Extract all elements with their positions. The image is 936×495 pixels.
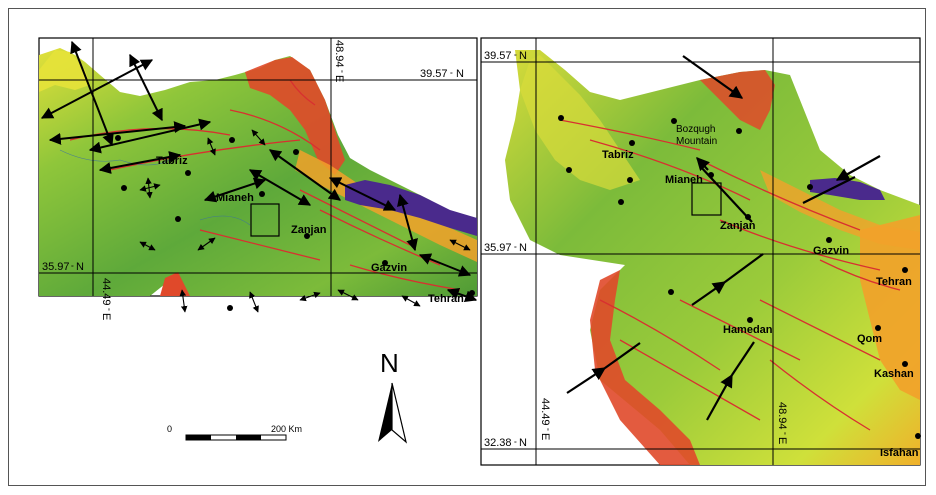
left-label-tabriz: Tabriz: [156, 155, 188, 167]
left-lon-right: 48.94: [333, 40, 345, 68]
right-sea: [810, 178, 885, 200]
right-stress-arrows: [566, 55, 881, 421]
scale-start: 0: [167, 424, 172, 434]
figure-frame: [8, 8, 926, 486]
left-lat-top: 39.57: [420, 68, 448, 80]
left-lat-bottom-unit: N: [76, 261, 84, 273]
right-lon-right-unit: E: [776, 437, 788, 444]
left-lon-right-unit: E: [333, 75, 345, 82]
right-label-kashan: Kashan: [874, 368, 914, 380]
svg-text:°: °: [542, 428, 550, 431]
right-sw-red: [590, 270, 700, 465]
right-label-zanjan: Zanjan: [720, 220, 756, 232]
north-arrow-right-half: [391, 382, 408, 444]
north-arrow-left-half: [378, 383, 392, 442]
left-stress-arrows: [40, 40, 478, 303]
right-map: Tabriz Mianeh Zanjan Gazvin Tehran Hamed…: [480, 37, 921, 466]
right-label-tabriz: Tabriz: [602, 149, 634, 161]
svg-text:°: °: [103, 308, 111, 311]
left-highland-band: [245, 57, 345, 175]
svg-text:°: °: [514, 245, 517, 253]
svg-text:°: °: [514, 53, 517, 61]
north-arrow-label: N: [380, 348, 399, 378]
north-arrow: N: [378, 348, 408, 444]
left-lon-left-unit: E: [100, 313, 112, 320]
svg-text:°: °: [71, 264, 74, 272]
right-lat-top-unit: N: [519, 50, 527, 62]
right-lon-right: 48.94: [776, 402, 788, 430]
right-label-gazvin: Gazvin: [813, 245, 849, 257]
svg-text:°: °: [779, 432, 787, 435]
scale-bar: 0 200 Km: [167, 424, 302, 441]
right-upland: [520, 55, 640, 190]
right-lat-bottom-unit: N: [519, 437, 527, 449]
left-lat-top-unit: N: [456, 68, 464, 80]
right-label-hamedan: Hamedan: [723, 324, 773, 336]
right-lon-left-unit: E: [539, 433, 551, 440]
left-label-mianeh: Mianeh: [216, 192, 254, 204]
left-label-gazvin: Gazvin: [371, 262, 407, 274]
right-lat-middle: 35.97: [484, 242, 512, 254]
svg-text:°: °: [336, 70, 344, 73]
svg-text:°: °: [450, 71, 453, 79]
right-orange-ridge: [760, 170, 920, 250]
right-label-tehran: Tehran: [876, 276, 912, 288]
scale-end: 200 Km: [271, 424, 302, 434]
right-label-qom: Qom: [857, 333, 882, 345]
right-north-red: [700, 70, 775, 130]
right-lon-left: 44.49: [539, 398, 551, 426]
left-label-tehran: Tehran: [428, 293, 464, 305]
left-lon-left: 44.49: [100, 278, 112, 306]
right-east-orange: [860, 215, 920, 400]
right-label-bozqugh: Bozqugh: [676, 124, 715, 135]
svg-text:°: °: [514, 440, 517, 448]
right-lat-bottom: 32.38: [484, 437, 512, 449]
right-label-isfahan: Isfahan: [880, 447, 919, 459]
right-lat-top: 39.57: [484, 50, 512, 62]
left-map: Tabriz Mianeh Zanjan Gazvin Tehran 39.57…: [38, 37, 478, 320]
left-lat-bottom: 35.97: [42, 261, 70, 273]
left-label-zanjan: Zanjan: [291, 224, 327, 236]
right-lat-middle-unit: N: [519, 242, 527, 254]
right-label-mianeh: Mianeh: [665, 174, 703, 186]
right-label-mountain: Mountain: [676, 136, 717, 147]
